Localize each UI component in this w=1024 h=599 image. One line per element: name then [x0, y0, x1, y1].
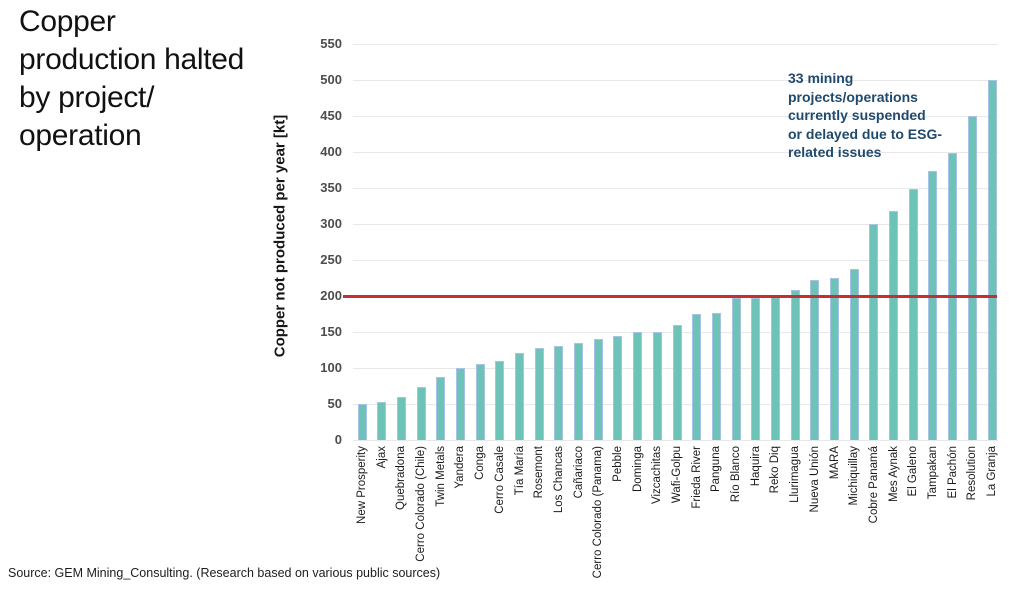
x-axis-tick-label: New Prosperity — [356, 446, 368, 524]
bar — [849, 268, 859, 440]
bar — [692, 314, 702, 440]
x-axis-tick-label: Haquira — [749, 446, 762, 487]
x-axis-tick-label: Cerro Casale — [493, 446, 506, 514]
gridline — [353, 187, 998, 189]
bar — [731, 298, 741, 440]
bar — [475, 364, 485, 440]
y-axis-tick-label: 50 — [327, 396, 342, 411]
x-axis-tick-label: Pebble — [611, 446, 624, 482]
bar — [495, 360, 505, 440]
gridline — [353, 79, 998, 81]
source-note: Source: GEM Mining_Consulting. (Research… — [8, 566, 441, 580]
bar — [377, 401, 387, 440]
x-axis-tick-label: Cañariaco — [572, 446, 585, 499]
x-axis-tick-label: Conga — [474, 446, 487, 480]
x-axis-tick-label: Cerro Colorado (Panama) — [592, 446, 605, 579]
gridline — [353, 259, 998, 261]
y-axis-tick-label: 0 — [334, 432, 342, 447]
x-axis-tick-label: MARA — [828, 446, 841, 480]
bar — [672, 324, 682, 440]
y-axis-tick-label: 450 — [320, 108, 342, 123]
y-axis-tick-label: 250 — [320, 252, 342, 267]
reference-line-200kt — [343, 294, 997, 298]
page-title: Copper production halted by project/ ope… — [19, 5, 245, 152]
x-axis-tick-label: Wafi-Golpu — [671, 446, 683, 504]
x-axis-tick-label: Cobre Panamá — [867, 446, 880, 524]
x-axis-tick-label: Llurimagua — [789, 446, 802, 503]
bar — [416, 386, 426, 440]
y-axis-tick-label: 150 — [320, 324, 342, 339]
bar — [436, 376, 446, 440]
x-axis-tick-label: Resolution — [966, 446, 979, 501]
bar — [574, 342, 584, 440]
bar — [967, 116, 977, 440]
bar — [455, 368, 465, 440]
bar — [751, 298, 761, 440]
x-axis-tick-label: Los Chancas — [552, 446, 565, 514]
x-axis-tick-label: Cerro Colorado (Chile) — [415, 446, 428, 562]
bar — [790, 290, 800, 440]
bar — [908, 189, 918, 440]
x-axis-tick-label: Dominga — [631, 446, 644, 493]
x-axis-tick-label: Mes Aynak — [887, 446, 900, 503]
x-axis-tick-label: Frieda River — [690, 446, 703, 509]
x-axis-tick-label: Ajax — [375, 446, 388, 469]
x-axis-tick-label: Yandera — [454, 446, 467, 489]
x-axis-tick-label: Quebradona — [395, 446, 408, 510]
x-axis-tick-label: Twin Metals — [434, 446, 447, 507]
x-axis-tick-label: Reko Diq — [769, 446, 782, 494]
x-axis-tick-label: Michiquillay — [848, 446, 861, 506]
x-axis-tick-label: El Galeno — [907, 446, 920, 497]
bar — [396, 396, 406, 440]
x-axis-tick-label: Río Blanco — [730, 446, 743, 503]
chart-annotation: 33 mining projects/operations currently … — [788, 70, 943, 160]
gridline — [353, 151, 998, 153]
gridline — [353, 223, 998, 225]
y-axis-tick-label: 500 — [320, 72, 342, 87]
x-axis-tick-label: La Granja — [986, 446, 998, 497]
y-axis-tick-label: 300 — [320, 216, 342, 231]
x-axis-tick-label: El Pachón — [946, 446, 959, 499]
bar — [593, 339, 603, 440]
bar — [652, 332, 662, 440]
bar — [534, 347, 544, 440]
x-axis-tick-label: Tampakan — [926, 446, 939, 500]
bar — [987, 80, 997, 440]
bar — [869, 224, 879, 440]
gridline — [353, 43, 998, 45]
bar — [515, 352, 524, 440]
y-axis-tick-label: 400 — [320, 144, 342, 159]
bar — [554, 345, 564, 440]
bar — [928, 170, 938, 440]
y-axis-tick-label: 100 — [320, 360, 342, 375]
bar — [889, 211, 899, 440]
x-axis-tick-label: Panguna — [710, 446, 723, 493]
gridline — [353, 439, 998, 441]
y-axis-tick-label: 550 — [320, 36, 342, 51]
bar — [810, 280, 820, 440]
bar — [770, 297, 780, 440]
y-axis-tick-label: 200 — [320, 288, 342, 303]
x-axis-tick-label: Nueva Unión — [808, 446, 821, 513]
bar — [830, 278, 839, 440]
x-axis-tick-label: Rosemont — [533, 446, 546, 499]
bar — [633, 332, 643, 440]
x-axis-tick-label: Vizcachitas — [651, 446, 664, 504]
gridline — [353, 115, 998, 117]
y-axis-tick-label: 350 — [320, 180, 342, 195]
bar — [613, 335, 623, 440]
x-axis-tick-label: Tía María — [513, 446, 526, 496]
bar — [711, 313, 721, 440]
bar — [357, 404, 367, 440]
